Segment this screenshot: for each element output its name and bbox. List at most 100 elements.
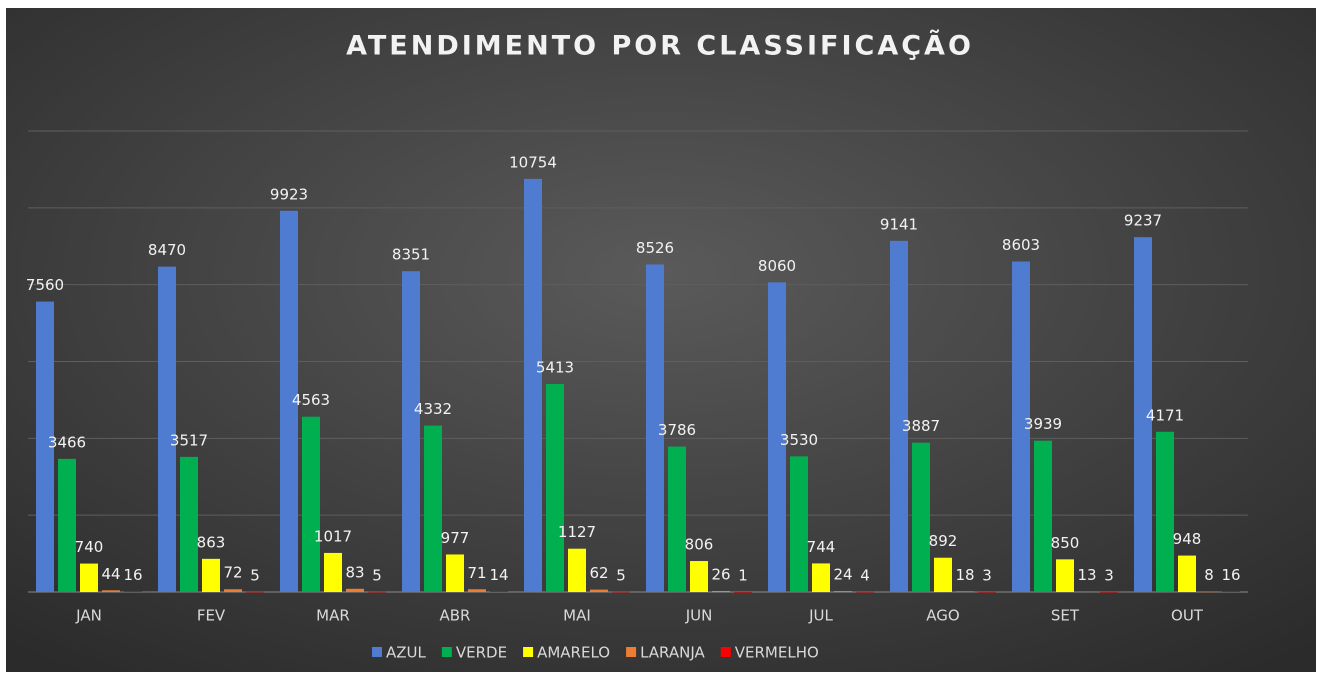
bar [202, 558, 220, 592]
data-label: 806 [685, 536, 714, 554]
bar [612, 591, 630, 593]
data-label: 3517 [170, 431, 208, 449]
x-tick-label: JUL [808, 607, 833, 625]
legend-label: AZUL [386, 644, 427, 662]
x-tick-label: SET [1051, 607, 1080, 625]
legend-label: VERDE [456, 644, 507, 662]
bar [1200, 591, 1218, 593]
data-label: 5 [616, 566, 626, 584]
data-label: 16 [123, 566, 142, 584]
bar [302, 416, 320, 592]
data-label: 3 [982, 566, 992, 584]
data-label: 863 [197, 533, 226, 551]
data-label: 744 [807, 538, 836, 556]
bar [424, 425, 442, 592]
x-tick-label: MAI [563, 607, 591, 625]
bar [102, 590, 120, 592]
data-label: 8470 [148, 241, 186, 259]
data-label: 8060 [758, 257, 796, 275]
data-label: 14 [489, 566, 508, 584]
data-label: 83 [345, 563, 364, 581]
bar [790, 456, 808, 592]
data-label: 3530 [780, 431, 818, 449]
data-label: 9141 [880, 215, 918, 233]
legend-label: AMARELO [537, 644, 610, 662]
data-label: 977 [441, 529, 470, 547]
data-label: 62 [589, 564, 608, 582]
data-label: 948 [1173, 530, 1202, 548]
bar [1178, 555, 1196, 592]
bar [546, 384, 564, 592]
data-label: 1 [738, 566, 748, 584]
bar [646, 264, 664, 592]
data-label: 10754 [509, 153, 557, 171]
x-tick-label: MAR [316, 607, 350, 625]
chart-title: ATENDIMENTO POR CLASSIFICAÇÃO [346, 30, 974, 62]
data-label: 850 [1051, 534, 1080, 552]
data-label: 8351 [392, 246, 430, 264]
bar [734, 591, 752, 593]
bar [912, 442, 930, 592]
data-label: 3939 [1024, 415, 1062, 433]
data-label: 5 [372, 566, 382, 584]
bar [1222, 591, 1240, 592]
x-tick-label: OUT [1171, 607, 1204, 625]
bar [224, 589, 242, 592]
data-label: 5413 [536, 359, 574, 377]
legend-swatch [626, 647, 637, 657]
legend-swatch [372, 647, 382, 657]
data-label: 4 [860, 566, 870, 584]
data-label: 3466 [48, 433, 86, 451]
data-label: 1017 [314, 527, 352, 545]
bar [1100, 591, 1118, 593]
legend-label: LARANJA [640, 644, 705, 662]
bar [1056, 559, 1074, 592]
data-label: 892 [929, 532, 958, 550]
bar [568, 548, 586, 592]
bar [80, 563, 98, 592]
bar [346, 588, 364, 592]
bar [324, 552, 342, 592]
data-label: 4563 [292, 391, 330, 409]
bar [668, 446, 686, 592]
bar [490, 591, 508, 592]
data-label: 8 [1204, 566, 1214, 584]
legend-label: VERMELHO [735, 644, 819, 662]
legend-swatch [441, 647, 452, 657]
data-label: 7560 [26, 276, 64, 294]
bar [280, 210, 298, 592]
bar [812, 563, 830, 592]
bar [468, 589, 486, 592]
data-label: 72 [223, 564, 242, 582]
data-label: 3786 [658, 421, 696, 439]
data-label: 5 [250, 566, 260, 584]
bar [1156, 431, 1174, 592]
data-label: 3 [1104, 566, 1114, 584]
x-tick-label: JAN [75, 607, 102, 625]
bar [368, 591, 386, 593]
legend-swatch [523, 647, 534, 657]
bar [890, 240, 908, 592]
data-label: 3887 [902, 417, 940, 435]
bar [36, 301, 54, 592]
bar [956, 591, 974, 592]
data-label: 740 [75, 538, 104, 556]
bar [768, 282, 786, 592]
data-label: 26 [711, 566, 730, 584]
legend-swatch [720, 647, 731, 657]
bar [590, 589, 608, 592]
bar [1034, 440, 1052, 592]
bar [180, 456, 198, 592]
data-label: 9237 [1124, 212, 1162, 230]
bar [1078, 591, 1096, 593]
bar [124, 591, 142, 592]
bar [690, 561, 708, 592]
data-label: 24 [833, 566, 852, 584]
x-tick-label: AGO [926, 607, 959, 625]
x-tick-label: JUN [685, 607, 713, 625]
bar [1134, 237, 1152, 592]
bar [524, 178, 542, 592]
data-label: 8526 [636, 239, 674, 257]
